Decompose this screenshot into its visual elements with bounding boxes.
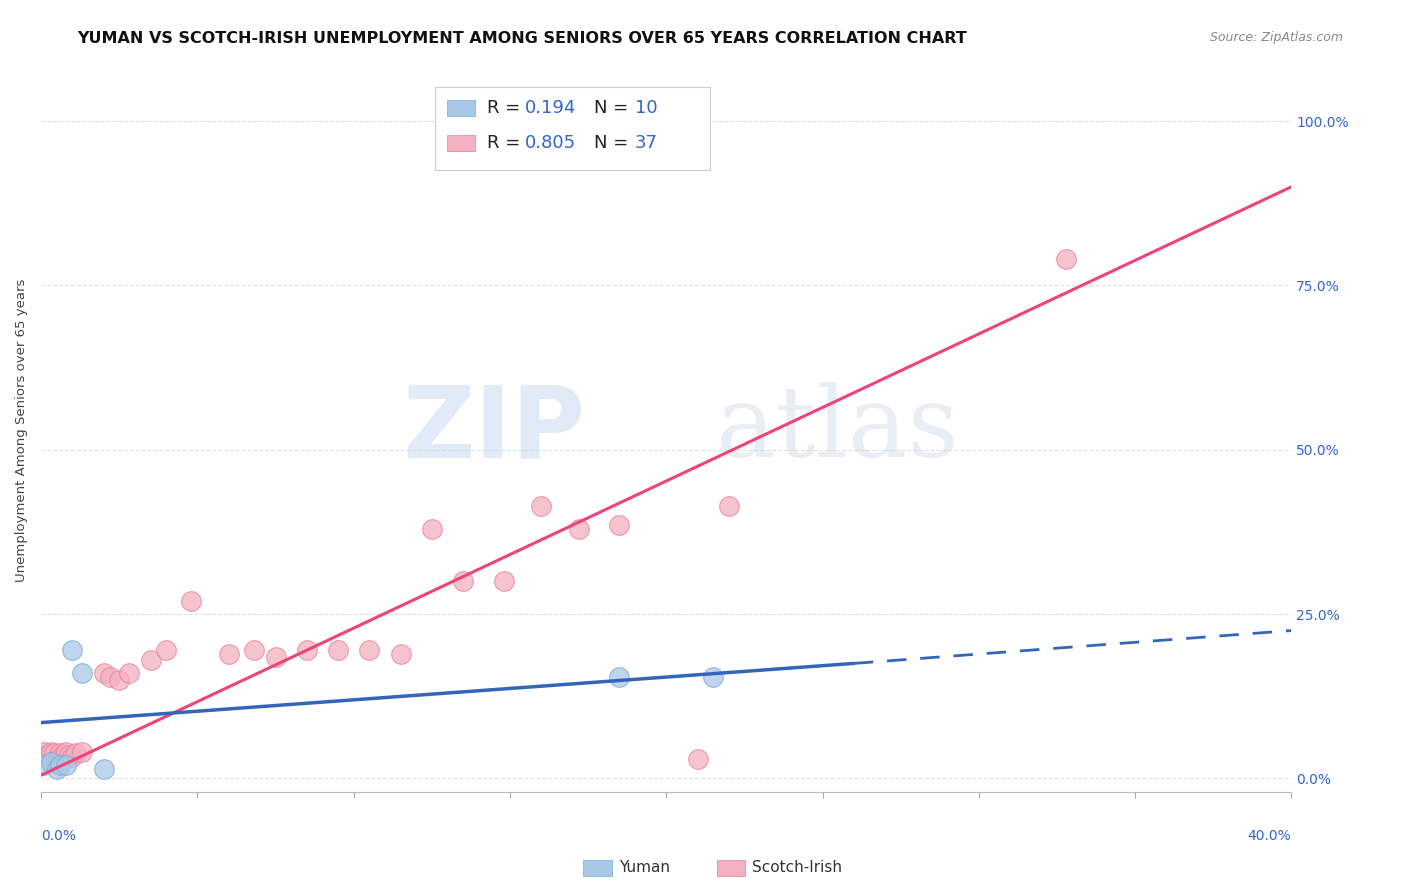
Point bbox=[180, 594, 202, 608]
Point bbox=[118, 666, 141, 681]
Point bbox=[389, 647, 412, 661]
Point bbox=[568, 522, 591, 536]
Point bbox=[326, 643, 349, 657]
Point bbox=[37, 748, 59, 763]
Text: 0.0%: 0.0% bbox=[41, 830, 76, 843]
Y-axis label: Unemployment Among Seniors over 65 years: Unemployment Among Seniors over 65 years bbox=[15, 278, 28, 582]
Point bbox=[359, 643, 381, 657]
Point bbox=[42, 747, 65, 761]
Point bbox=[295, 643, 318, 657]
Text: N =: N = bbox=[593, 99, 634, 117]
Point bbox=[39, 745, 62, 759]
Point bbox=[62, 643, 84, 657]
Point bbox=[55, 745, 77, 759]
Point bbox=[139, 653, 162, 667]
Point bbox=[39, 755, 62, 769]
Point bbox=[34, 758, 56, 772]
Point bbox=[34, 745, 56, 759]
FancyBboxPatch shape bbox=[434, 87, 710, 169]
Text: Yuman: Yuman bbox=[619, 860, 669, 874]
Text: 10: 10 bbox=[636, 99, 658, 117]
Point bbox=[98, 669, 121, 683]
Point bbox=[62, 750, 84, 764]
Text: Scotch-Irish: Scotch-Irish bbox=[752, 860, 842, 874]
Point bbox=[609, 669, 631, 683]
Text: 0.805: 0.805 bbox=[524, 134, 576, 152]
FancyBboxPatch shape bbox=[447, 100, 475, 116]
Point bbox=[93, 762, 115, 776]
Point bbox=[530, 499, 553, 513]
Text: YUMAN VS SCOTCH-IRISH UNEMPLOYMENT AMONG SENIORS OVER 65 YEARS CORRELATION CHART: YUMAN VS SCOTCH-IRISH UNEMPLOYMENT AMONG… bbox=[77, 31, 967, 46]
Point bbox=[420, 522, 443, 536]
Point bbox=[717, 499, 740, 513]
Text: 40.0%: 40.0% bbox=[1247, 830, 1291, 843]
Point bbox=[49, 747, 72, 761]
Point bbox=[93, 666, 115, 681]
Text: atlas: atlas bbox=[716, 382, 959, 478]
Point bbox=[45, 762, 67, 776]
Point bbox=[702, 669, 724, 683]
Point bbox=[686, 752, 709, 766]
Text: 37: 37 bbox=[636, 134, 658, 152]
Text: R =: R = bbox=[488, 134, 526, 152]
Point bbox=[65, 747, 87, 761]
Point bbox=[609, 518, 631, 533]
Point bbox=[49, 758, 72, 772]
Point bbox=[108, 673, 131, 687]
Point bbox=[155, 643, 177, 657]
Point bbox=[52, 748, 75, 763]
Point bbox=[492, 574, 515, 589]
Point bbox=[451, 574, 474, 589]
Point bbox=[1054, 252, 1077, 267]
Point bbox=[45, 752, 67, 766]
Point bbox=[264, 649, 287, 664]
Text: ZIP: ZIP bbox=[402, 382, 585, 479]
Text: N =: N = bbox=[593, 134, 634, 152]
Text: 0.194: 0.194 bbox=[524, 99, 576, 117]
Point bbox=[242, 643, 264, 657]
Text: R =: R = bbox=[488, 99, 526, 117]
Point bbox=[70, 666, 93, 681]
Point bbox=[55, 758, 77, 772]
Text: Source: ZipAtlas.com: Source: ZipAtlas.com bbox=[1209, 31, 1343, 45]
Point bbox=[70, 745, 93, 759]
FancyBboxPatch shape bbox=[447, 135, 475, 151]
Point bbox=[218, 647, 240, 661]
Point bbox=[58, 748, 80, 763]
